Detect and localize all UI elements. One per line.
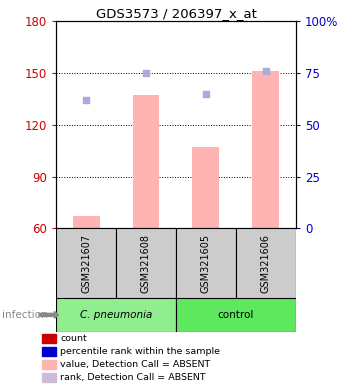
Bar (236, 228, 296, 298)
Point (203, 91, 209, 97)
Bar (176, 298, 296, 332)
Title: GDS3573 / 206397_x_at: GDS3573 / 206397_x_at (96, 7, 256, 20)
Bar (176, 228, 236, 298)
Bar (72, 217, 100, 228)
Point (263, 68, 269, 74)
Bar (42, 360, 56, 369)
Text: GSM321608: GSM321608 (141, 233, 151, 293)
Bar (252, 71, 279, 228)
Text: infection: infection (2, 310, 47, 320)
Point (143, 70, 149, 76)
Bar (116, 228, 176, 298)
Bar (133, 96, 159, 228)
Bar (42, 347, 56, 356)
Text: rank, Detection Call = ABSENT: rank, Detection Call = ABSENT (60, 373, 206, 382)
Bar (42, 373, 56, 382)
Text: GSM321606: GSM321606 (261, 233, 271, 293)
Bar (192, 147, 219, 228)
Text: GSM321607: GSM321607 (81, 233, 91, 293)
Text: value, Detection Call = ABSENT: value, Detection Call = ABSENT (60, 360, 210, 369)
Text: GSM321605: GSM321605 (201, 233, 211, 293)
Text: count: count (60, 334, 87, 343)
Bar (56, 298, 176, 332)
Bar (42, 334, 56, 343)
Bar (56, 228, 116, 298)
Point (83, 97, 89, 103)
Text: percentile rank within the sample: percentile rank within the sample (60, 347, 220, 356)
Text: C. pneumonia: C. pneumonia (80, 310, 152, 320)
Text: control: control (218, 310, 254, 320)
